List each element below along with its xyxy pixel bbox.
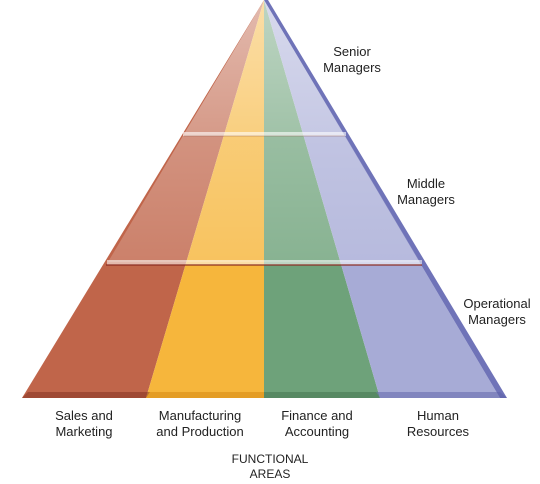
area-label-line: Accounting	[284, 424, 350, 439]
functional-title-line: FUNCTIONAL	[231, 452, 309, 466]
level-label-middle: Middle Managers	[386, 176, 466, 208]
area-label-line: Resources	[406, 424, 470, 439]
area-label-line: Human	[417, 408, 459, 423]
area-label-hr: Human Resources	[396, 408, 480, 440]
right-edge-facet	[264, 0, 507, 398]
level-label-line: Middle	[406, 176, 446, 191]
level-label-senior: Senior Managers	[318, 44, 386, 76]
level-label-line: Operational	[463, 296, 531, 311]
base-shadow	[22, 392, 150, 398]
functional-areas-title: FUNCTIONAL AREAS	[216, 452, 324, 482]
sales-marketing-wedge	[22, 0, 264, 398]
area-label-line: Sales and	[55, 408, 113, 423]
level-label-line: Managers	[468, 312, 526, 327]
level-label-line: Senior	[333, 44, 371, 59]
functional-title-line: AREAS	[249, 467, 291, 481]
band-divider-lower	[106, 260, 422, 266]
area-label-finance: Finance and Accounting	[266, 408, 368, 440]
base-shadow-mid	[146, 392, 264, 398]
area-label-line: and Production	[156, 424, 244, 439]
area-label-sales: Sales and Marketing	[38, 408, 130, 440]
base-shadow-right	[264, 392, 380, 398]
band-divider-upper	[183, 132, 346, 137]
area-label-line: Manufacturing	[158, 408, 242, 423]
level-label-operational: Operational Managers	[454, 296, 540, 328]
middle-band-shade	[108, 134, 420, 262]
area-label-line: Marketing	[55, 424, 113, 439]
level-label-line: Managers	[323, 60, 381, 75]
area-label-line: Finance and	[281, 408, 353, 423]
level-label-line: Managers	[397, 192, 455, 207]
base-shadow-hr	[376, 392, 507, 398]
senior-band-shade	[184, 0, 344, 134]
area-label-production: Manufacturing and Production	[146, 408, 254, 440]
